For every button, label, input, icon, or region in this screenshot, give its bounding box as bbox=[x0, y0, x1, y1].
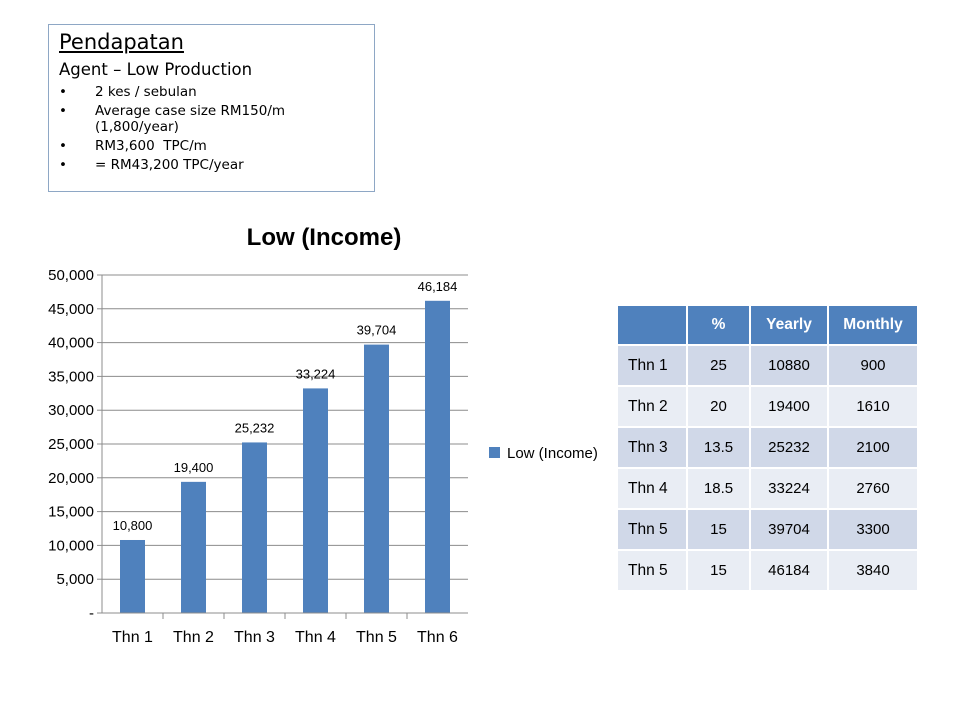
table-row: Thn 5 15 46184 3840 bbox=[618, 551, 917, 590]
summary-title: Pendapatan bbox=[59, 30, 184, 54]
y-tick-label: 20,000 bbox=[48, 470, 94, 487]
chart-bar bbox=[181, 481, 206, 613]
y-tick-label: 50,000 bbox=[48, 267, 94, 284]
y-tick-label: 45,000 bbox=[48, 301, 94, 318]
chart-data-labels: 10,800 19,400 25,232 33,224 39,704 46,184 bbox=[113, 279, 458, 533]
table-cell: 15 bbox=[688, 510, 749, 549]
table-cell: 25232 bbox=[751, 428, 827, 467]
table-cell: 13.5 bbox=[688, 428, 749, 467]
x-tick-label: Thn 2 bbox=[173, 629, 214, 646]
table-cell: 1610 bbox=[829, 387, 917, 426]
y-axis-tick-labels: - 5,000 10,000 15,000 20,000 25,000 30,000 35,0… bbox=[48, 267, 94, 622]
y-tick-label: 10,000 bbox=[48, 537, 94, 554]
table-cell: Thn 4 bbox=[618, 469, 686, 508]
chart-bar bbox=[303, 388, 328, 613]
table-cell: 33224 bbox=[751, 469, 827, 508]
table-header-cell: % bbox=[688, 306, 749, 344]
data-label: 19,400 bbox=[174, 460, 214, 475]
table-row: Thn 5 15 39704 3300 bbox=[618, 510, 917, 549]
table-cell: 2100 bbox=[829, 428, 917, 467]
y-tick-label: - bbox=[89, 605, 94, 622]
chart-axes bbox=[101, 275, 468, 614]
chart-bars bbox=[120, 300, 450, 613]
chart-bar bbox=[120, 539, 145, 613]
table-cell: Thn 1 bbox=[618, 346, 686, 385]
list-item: • 2 kes / sebulan bbox=[59, 84, 374, 100]
y-tick-label: 15,000 bbox=[48, 504, 94, 521]
income-table: % Yearly Monthly Thn 1 25 10880 900 Thn … bbox=[616, 304, 919, 592]
table-cell: Thn 2 bbox=[618, 387, 686, 426]
chart-legend: Low (Income) bbox=[489, 445, 598, 462]
list-item: • RM3,600 TPC/m bbox=[59, 138, 374, 154]
table-cell: 10880 bbox=[751, 346, 827, 385]
legend-swatch bbox=[489, 447, 500, 458]
chart-bar bbox=[425, 300, 450, 613]
table-cell: 46184 bbox=[751, 551, 827, 590]
bullet-icon: • bbox=[59, 157, 67, 173]
bullet-text: 2 kes / sebulan bbox=[95, 84, 197, 100]
table-header-row: % Yearly Monthly bbox=[618, 306, 917, 344]
y-tick-label: 25,000 bbox=[48, 436, 94, 453]
chart-bar bbox=[364, 344, 389, 613]
bullet-icon: • bbox=[59, 84, 67, 100]
x-tick-label: Thn 6 bbox=[417, 629, 458, 646]
income-bar-chart: Low (Income) - 5,000 10,000 15,000 20,000 25,… bbox=[48, 224, 598, 646]
summary-bullet-list: • 2 kes / sebulan • Average case size RM15… bbox=[59, 84, 374, 173]
chart-bar bbox=[242, 442, 267, 613]
table-cell: Thn 5 bbox=[618, 510, 686, 549]
chart-title: Low (Income) bbox=[247, 224, 402, 251]
legend-label: Low (Income) bbox=[507, 445, 598, 462]
bullet-icon: • bbox=[59, 103, 67, 119]
bullet-text: RM3,600 TPC/m bbox=[95, 138, 207, 154]
x-tick-label: Thn 5 bbox=[356, 629, 397, 646]
data-label: 25,232 bbox=[235, 420, 275, 435]
table-cell: Thn 3 bbox=[618, 428, 686, 467]
data-label: 39,704 bbox=[357, 323, 397, 338]
data-label: 33,224 bbox=[296, 366, 336, 381]
table-cell: 25 bbox=[688, 346, 749, 385]
y-tick-label: 40,000 bbox=[48, 335, 94, 352]
y-tick-label: 5,000 bbox=[56, 571, 94, 588]
table-cell: 15 bbox=[688, 551, 749, 590]
table-cell: Thn 5 bbox=[618, 551, 686, 590]
table-cell: 3840 bbox=[829, 551, 917, 590]
table-row: Thn 1 25 10880 900 bbox=[618, 346, 917, 385]
table-cell: 18.5 bbox=[688, 469, 749, 508]
table-cell: 2760 bbox=[829, 469, 917, 508]
table-cell: 39704 bbox=[751, 510, 827, 549]
table-cell: 3300 bbox=[829, 510, 917, 549]
table-cell: 20 bbox=[688, 387, 749, 426]
bullet-text: = RM43,200 TPC/year bbox=[95, 157, 244, 173]
x-tick-label: Thn 4 bbox=[295, 629, 336, 646]
table-row: Thn 3 13.5 25232 2100 bbox=[618, 428, 917, 467]
table-header-cell: Monthly bbox=[829, 306, 917, 344]
chart-gridlines bbox=[97, 274, 468, 614]
table-cell: 19400 bbox=[751, 387, 827, 426]
data-label: 10,800 bbox=[113, 518, 153, 533]
x-tick-label: Thn 1 bbox=[112, 629, 153, 646]
x-tick-label: Thn 3 bbox=[234, 629, 275, 646]
list-item: • = RM43,200 TPC/year bbox=[59, 157, 374, 173]
bullet-text: Average case size RM150/m (1,800/year) bbox=[95, 103, 286, 135]
table-header-cell: Yearly bbox=[751, 306, 827, 344]
table-row: Thn 2 20 19400 1610 bbox=[618, 387, 917, 426]
y-tick-label: 30,000 bbox=[48, 402, 94, 419]
x-axis-tick-labels: Thn 1 Thn 2 Thn 3 Thn 4 Thn 5 Thn 6 bbox=[112, 613, 458, 646]
summary-subtitle: Agent – Low Production bbox=[59, 60, 253, 79]
y-tick-label: 35,000 bbox=[48, 368, 94, 385]
bullet-icon: • bbox=[59, 138, 67, 154]
list-item: • Average case size RM150/m (1,800/year) bbox=[59, 103, 374, 135]
table-cell: 900 bbox=[829, 346, 917, 385]
table-header-cell bbox=[618, 306, 686, 344]
summary-textbox: Pendapatan Agent – Low Production • 2 kes… bbox=[48, 24, 375, 192]
data-label: 46,184 bbox=[418, 279, 458, 294]
table-row: Thn 4 18.5 33224 2760 bbox=[618, 469, 917, 508]
